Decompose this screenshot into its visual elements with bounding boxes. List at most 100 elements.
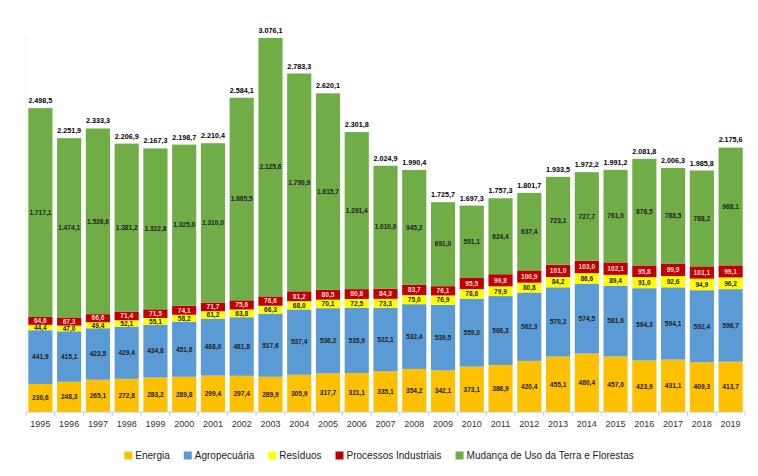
total-label: 1.985,8 xyxy=(690,159,714,168)
bar-segment xyxy=(345,299,369,308)
x-tick-label: 2002 xyxy=(232,419,252,429)
data-label: 624,4 xyxy=(492,233,509,241)
x-tick xyxy=(543,412,544,416)
x-tick-label: 2018 xyxy=(692,419,712,429)
data-label: 1.474,1 xyxy=(58,224,80,232)
data-label: 413,7 xyxy=(722,383,739,391)
data-label: 71,4 xyxy=(120,312,133,320)
data-label: 691,0 xyxy=(435,240,452,248)
x-tick xyxy=(629,412,630,416)
bar-segment xyxy=(431,286,455,295)
bar-segment xyxy=(402,295,426,304)
bar-segment xyxy=(143,148,167,309)
bar-segment xyxy=(661,360,685,412)
bar-segment xyxy=(719,362,743,412)
total-label: 2.198,7 xyxy=(172,133,196,142)
data-label: 102,1 xyxy=(607,265,624,273)
data-label: 71,7 xyxy=(207,303,220,311)
data-label: 1.717,1 xyxy=(29,209,51,217)
bar-segment xyxy=(661,168,685,264)
bar-segment xyxy=(28,108,52,317)
bar-segment xyxy=(575,354,599,412)
data-label: 536,2 xyxy=(320,337,337,345)
bar-segment xyxy=(201,303,225,312)
total-label: 2.024,9 xyxy=(374,154,398,163)
bar-segment xyxy=(719,289,743,362)
y-axis-line xyxy=(26,35,27,412)
legend-label: Energia xyxy=(135,450,170,461)
data-label: 76,9 xyxy=(437,296,450,304)
bar-segment xyxy=(632,360,656,412)
data-label: 230,6 xyxy=(32,394,49,402)
data-label: 788,5 xyxy=(665,212,682,220)
data-label: 68,0 xyxy=(293,302,306,310)
bar-segment xyxy=(316,300,340,309)
data-label: 94,9 xyxy=(695,281,708,289)
bar-segment xyxy=(546,277,570,287)
data-labels: 230,6248,3265,1272,8283,2289,8299,4297,4… xyxy=(28,26,742,402)
bar-segment xyxy=(690,279,714,291)
x-tick xyxy=(342,412,343,416)
x-tick xyxy=(112,412,113,416)
data-label: 559,0 xyxy=(464,329,481,337)
total-label: 2.167,3 xyxy=(143,136,167,145)
data-label: 566,3 xyxy=(492,327,509,335)
bar-segment xyxy=(143,318,167,325)
data-label: 75,6 xyxy=(235,301,248,309)
x-tick-label: 2012 xyxy=(519,419,539,429)
bar-segment xyxy=(431,295,455,304)
bar-segment xyxy=(575,284,599,354)
bar-segment xyxy=(719,148,743,266)
data-label: 99,9 xyxy=(667,266,680,274)
bar-segment xyxy=(28,317,52,325)
data-label: 592,4 xyxy=(694,323,711,331)
bar-segment xyxy=(604,356,628,412)
data-label: 876,5 xyxy=(636,208,653,216)
data-label: 80,8 xyxy=(523,284,536,292)
x-tick-label: 1996 xyxy=(59,419,79,429)
bar-segment xyxy=(661,276,685,287)
bar-segment xyxy=(287,301,311,309)
bar-segment xyxy=(57,317,81,325)
bar-segment xyxy=(402,285,426,295)
total-label: 2.333,3 xyxy=(86,116,110,125)
bar-segment xyxy=(719,277,743,289)
bar-segment xyxy=(517,361,541,412)
data-label: 539,5 xyxy=(435,334,452,342)
bar-segment xyxy=(575,172,599,260)
total-label: 2.498,5 xyxy=(28,96,52,105)
x-tick-label: 2013 xyxy=(548,419,568,429)
bar-segment xyxy=(517,283,541,293)
bar-segment xyxy=(28,384,52,412)
total-label: 2.175,6 xyxy=(719,135,743,144)
legend-label: Processos Industriais xyxy=(347,450,442,461)
bar-segment xyxy=(172,306,196,315)
data-label: 373,1 xyxy=(464,386,481,394)
data-label: 423,5 xyxy=(90,350,107,358)
legend-item: Mudança de Uso da Terra e Florestas xyxy=(456,450,634,461)
bar-segment xyxy=(604,170,628,263)
data-label: 727,7 xyxy=(579,213,596,221)
data-label: 92,6 xyxy=(667,278,680,286)
bar-segment xyxy=(345,289,369,299)
data-label: 80,8 xyxy=(350,290,363,298)
data-label: 72,5 xyxy=(350,300,363,308)
x-tick-label: 2009 xyxy=(433,419,453,429)
data-label: 283,2 xyxy=(147,391,164,399)
bar-segment xyxy=(115,144,139,312)
data-label: 75,0 xyxy=(408,296,421,304)
data-label: 89,4 xyxy=(609,277,622,285)
bar-segment xyxy=(86,328,110,380)
bar-segment xyxy=(143,378,167,412)
data-label: 272,8 xyxy=(118,392,135,400)
data-label: 532,4 xyxy=(406,333,423,341)
data-label: 81,2 xyxy=(293,293,306,301)
bar-segment xyxy=(373,371,397,412)
bar-segment xyxy=(345,308,369,373)
data-label: 2.125,6 xyxy=(259,163,281,171)
data-label: 95,5 xyxy=(465,280,478,288)
bar-segment xyxy=(690,266,714,278)
x-tick xyxy=(227,412,228,416)
data-label: 562,3 xyxy=(521,323,538,331)
legend-swatch xyxy=(268,452,276,460)
